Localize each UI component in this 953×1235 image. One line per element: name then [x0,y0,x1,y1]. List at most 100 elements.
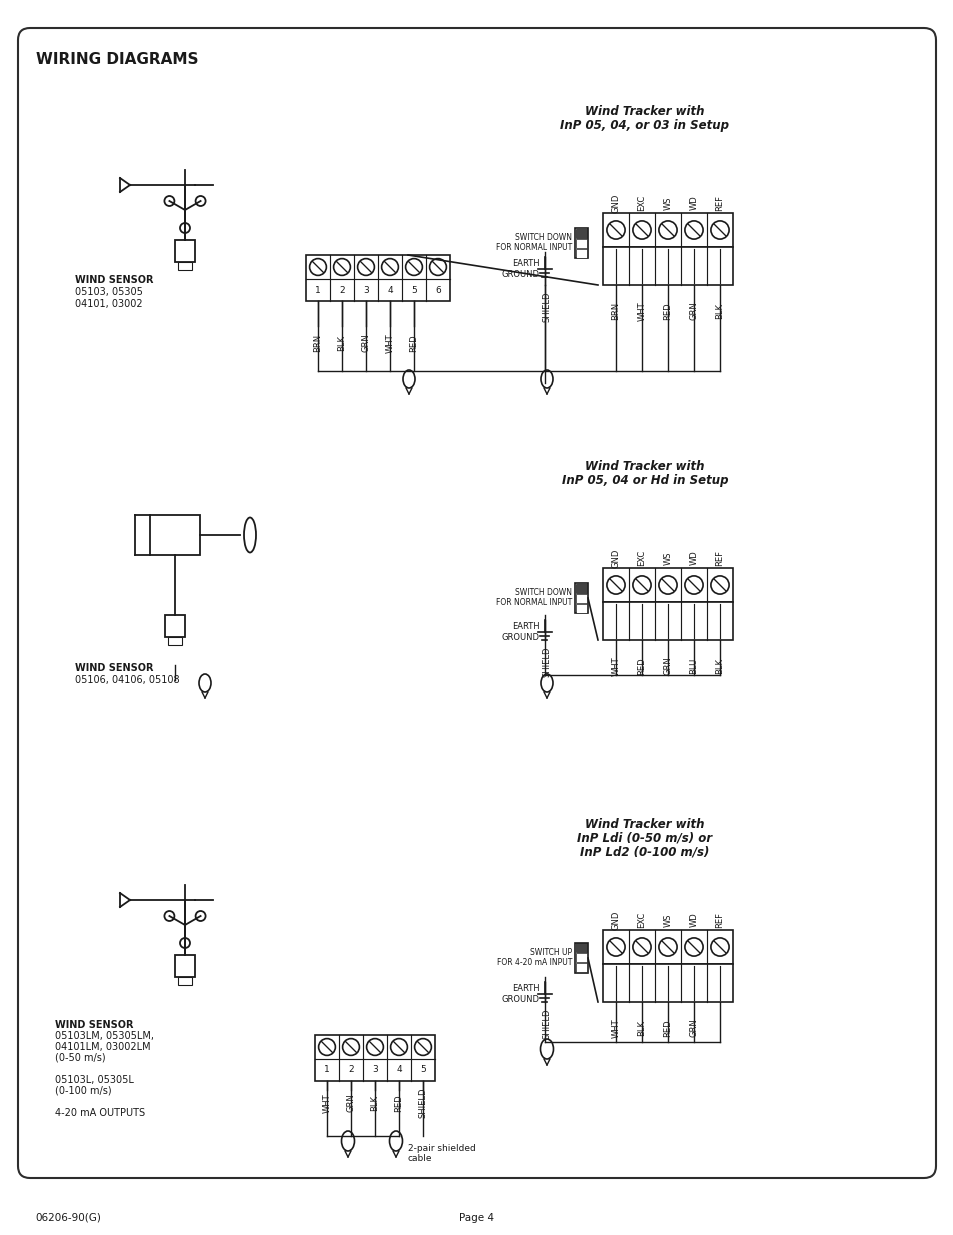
Text: BLK: BLK [337,335,346,351]
Text: SWITCH UP
FOR 4-20 mA INPUT: SWITCH UP FOR 4-20 mA INPUT [497,948,572,967]
Circle shape [710,221,728,240]
Text: WHT: WHT [611,656,619,676]
Bar [602,965,732,1002]
Text: EXC: EXC [637,911,646,929]
Text: 1: 1 [324,1066,330,1074]
Text: EXC: EXC [637,550,646,566]
Text: InP Ld2 (0-100 m/s): InP Ld2 (0-100 m/s) [579,846,709,860]
Circle shape [342,1039,359,1056]
Text: SWITCH DOWN
FOR NORMAL INPUT: SWITCH DOWN FOR NORMAL INPUT [496,233,572,252]
Text: WIND SENSOR: WIND SENSOR [75,663,153,673]
Text: GRN: GRN [662,657,672,676]
Bar [576,963,586,972]
Circle shape [710,576,728,594]
Circle shape [659,937,677,956]
Circle shape [606,937,624,956]
Text: 4-20 mA OUTPUTS: 4-20 mA OUTPUTS [55,1108,145,1118]
Circle shape [684,221,702,240]
Circle shape [366,1039,383,1056]
Text: WHT: WHT [322,1093,331,1113]
Circle shape [390,1039,407,1056]
Circle shape [684,576,702,594]
Circle shape [180,939,190,948]
Text: SHIELD: SHIELD [418,1088,427,1118]
Circle shape [415,1039,431,1056]
Text: GND: GND [611,548,619,568]
Circle shape [429,258,446,275]
Bar [576,248,586,258]
Bar [576,953,586,962]
Circle shape [195,911,206,921]
Circle shape [659,221,677,240]
Text: 6: 6 [435,285,440,294]
Text: WD: WD [689,195,698,210]
Bar [178,262,192,270]
Bar [168,637,182,645]
FancyBboxPatch shape [18,28,935,1178]
Text: EXC: EXC [637,195,646,211]
Text: 04101, 03002: 04101, 03002 [75,299,143,309]
Bar [575,583,587,613]
Ellipse shape [540,1039,553,1058]
Circle shape [334,258,350,275]
Text: (0-50 m/s): (0-50 m/s) [55,1053,106,1063]
Text: GND: GND [611,194,619,212]
Bar [576,238,586,247]
Text: 5: 5 [411,285,416,294]
Text: Wind Tracker with: Wind Tracker with [584,459,704,473]
Bar [602,568,732,601]
Bar [576,594,586,603]
Bar [174,955,194,977]
Bar [602,212,732,247]
Text: BLK: BLK [637,1020,646,1036]
Text: BLK: BLK [715,658,723,674]
Bar [575,228,587,258]
Bar [576,944,586,952]
Bar [314,1035,435,1081]
Text: SWITCH DOWN
FOR NORMAL INPUT: SWITCH DOWN FOR NORMAL INPUT [496,588,572,608]
Circle shape [659,576,677,594]
Circle shape [632,937,650,956]
Bar [602,247,732,285]
Circle shape [381,258,398,275]
Text: WD: WD [689,551,698,566]
Text: 05106, 04106, 05108: 05106, 04106, 05108 [75,676,179,685]
Circle shape [606,576,624,594]
Text: SHIELD: SHIELD [542,647,551,677]
Circle shape [195,196,206,206]
Circle shape [164,911,174,921]
Text: WIND SENSOR: WIND SENSOR [55,1020,133,1030]
Text: EARTH
GROUND: EARTH GROUND [501,984,539,1004]
Bar [306,254,450,301]
Text: REF: REF [715,911,723,927]
Ellipse shape [540,674,553,692]
Text: Page 4: Page 4 [459,1213,494,1223]
Text: WS: WS [662,551,672,564]
Text: BLK: BLK [370,1095,379,1112]
Text: WIRING DIAGRAMS: WIRING DIAGRAMS [36,52,198,67]
Text: WHT: WHT [611,1018,619,1037]
Bar [602,930,732,965]
Circle shape [606,221,624,240]
Ellipse shape [341,1131,355,1151]
Bar [576,604,586,613]
Text: Wind Tracker with: Wind Tracker with [584,105,704,119]
Text: 05103LM, 05305LM,: 05103LM, 05305LM, [55,1031,153,1041]
Bar [575,944,587,973]
Text: EARTH
GROUND: EARTH GROUND [501,622,539,642]
Circle shape [710,937,728,956]
Text: RED: RED [662,303,672,320]
Ellipse shape [199,674,211,692]
Text: RED: RED [662,1019,672,1037]
Circle shape [632,576,650,594]
Text: SHIELD: SHIELD [542,1009,551,1039]
Ellipse shape [244,517,255,552]
Circle shape [405,258,422,275]
Text: WIND SENSOR: WIND SENSOR [75,275,153,285]
Text: 05103L, 05305L: 05103L, 05305L [55,1074,133,1086]
Circle shape [684,937,702,956]
Text: SHIELD: SHIELD [542,291,551,322]
Text: WD: WD [689,913,698,927]
Text: 4: 4 [395,1066,401,1074]
Circle shape [164,196,174,206]
